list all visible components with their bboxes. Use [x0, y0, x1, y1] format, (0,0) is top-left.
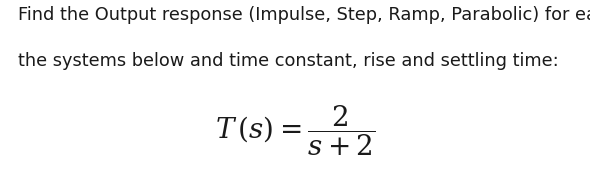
Text: the systems below and time constant, rise and settling time:: the systems below and time constant, ris… [18, 52, 559, 70]
Text: $T\,(s) = \dfrac{2}{s+2}$: $T\,(s) = \dfrac{2}{s+2}$ [215, 104, 375, 158]
Text: Find the Output response (Impulse, Step, Ramp, Parabolic) for each of: Find the Output response (Impulse, Step,… [18, 6, 590, 23]
